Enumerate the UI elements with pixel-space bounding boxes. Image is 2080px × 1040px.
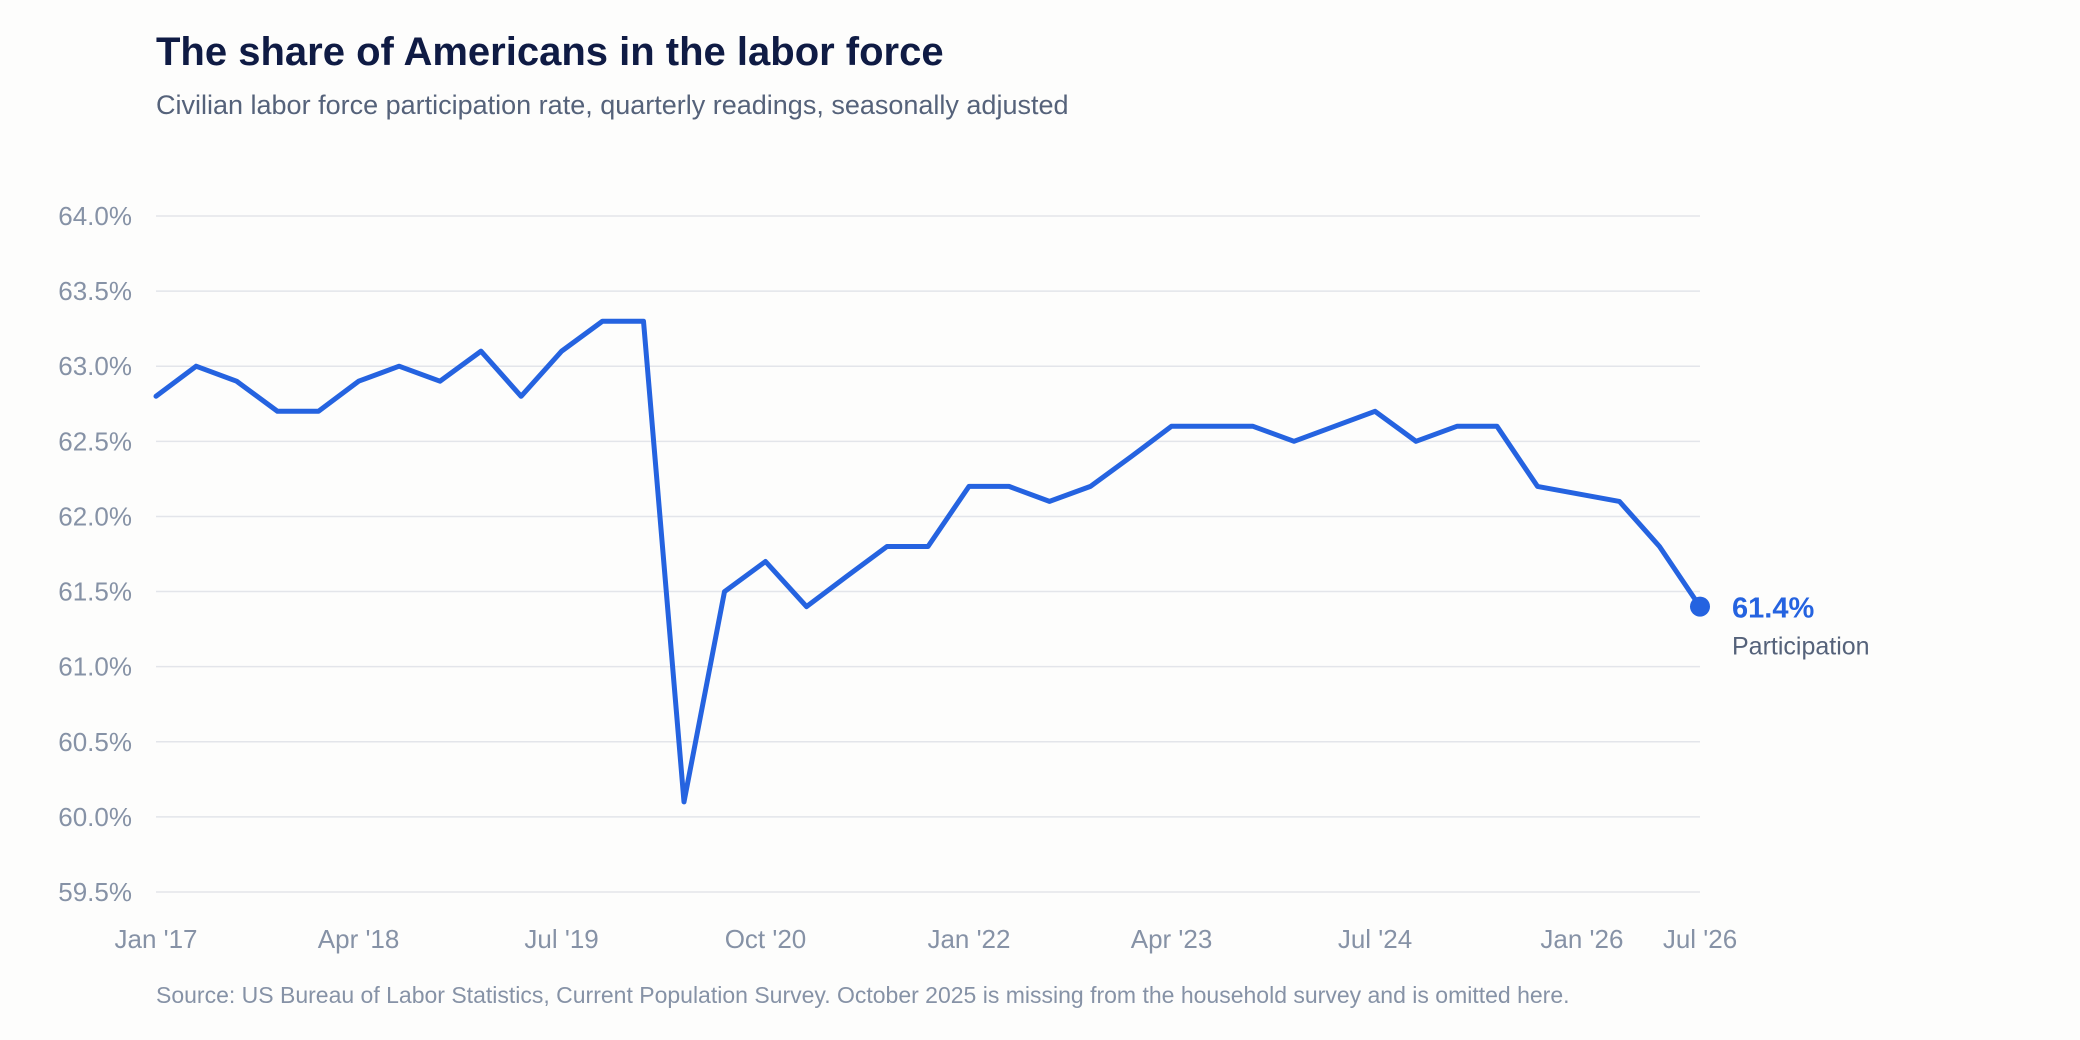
y-tick-label: 60.0% [58, 802, 132, 832]
y-tick-label: 63.5% [58, 276, 132, 306]
y-tick-label: 63.0% [58, 351, 132, 381]
y-axis-ticks: 59.5% 60.0% 60.5% 61.0% 61.5% 62.0% 62.5% 63.0%… [58, 201, 132, 907]
y-tick-label: 60.5% [58, 727, 132, 757]
x-tick-label: Jul '24 [1338, 924, 1412, 954]
y-tick-label: 62.0% [58, 501, 132, 531]
x-axis-ticks: Jan '17 Apr '18 Jul '19 Oct '20 Jan '22 Apr '… [114, 924, 1737, 954]
y-tick-label: 64.0% [58, 201, 132, 231]
x-tick-label: Apr '23 [1131, 924, 1213, 954]
x-tick-label: Jul '26 [1663, 924, 1737, 954]
chart-subtitle: Civilian labor force participation rate,… [156, 90, 1069, 120]
end-value-label: 61.4% [1732, 593, 1814, 625]
y-tick-label: 61.0% [58, 652, 132, 682]
series-line-participation [153, 318, 1703, 805]
end-annotation: 61.4% Participation [1690, 593, 1870, 661]
x-tick-label: Jan '26 [1540, 924, 1623, 954]
end-point-marker [1690, 596, 1710, 617]
x-tick-label: Jan '17 [114, 924, 197, 954]
series-layer [153, 318, 1703, 805]
x-tick-label: Apr '18 [318, 924, 400, 954]
chart-title: The share of Americans in the labor forc… [156, 30, 944, 74]
x-tick-label: Oct '20 [725, 924, 807, 954]
y-tick-label: 59.5% [58, 877, 132, 907]
x-tick-label: Jul '19 [524, 924, 598, 954]
end-series-label: Participation [1732, 633, 1870, 661]
y-tick-label: 62.5% [58, 426, 132, 456]
source-note: Source: US Bureau of Labor Statistics, C… [156, 982, 1570, 1008]
y-tick-label: 61.5% [58, 577, 132, 607]
gridlines [156, 215, 1700, 893]
x-tick-label: Jan '22 [927, 924, 1010, 954]
